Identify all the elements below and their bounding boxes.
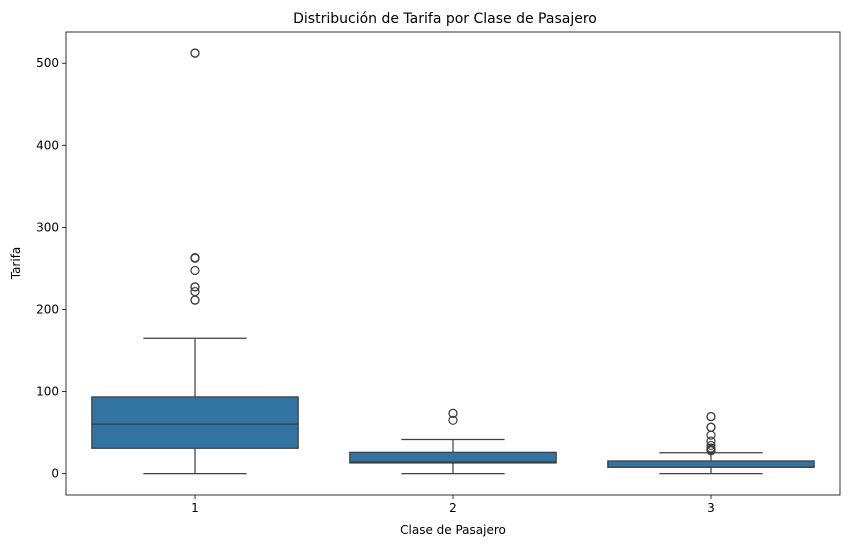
box-group-3 — [607, 411, 815, 475]
outlier-point — [190, 265, 200, 276]
x-tick-label: 1 — [191, 501, 199, 515]
outlier-point — [706, 422, 716, 432]
box-group-1 — [91, 48, 299, 475]
outlier-point — [448, 415, 458, 425]
y-tick-label: 400 — [36, 138, 59, 152]
outlier-point — [190, 282, 200, 292]
x-axis-label: Clase de Pasajero — [400, 523, 506, 537]
outlier-point — [190, 286, 200, 297]
x-tick-label: 3 — [707, 501, 715, 515]
outlier-point — [706, 430, 716, 440]
outlier-point — [190, 48, 200, 58]
outlier-point — [706, 443, 716, 453]
y-axis-label: Tarifa — [9, 247, 23, 281]
y-axis: 0 100 200 300 400 500 — [36, 56, 66, 481]
outlier-point — [706, 436, 716, 446]
chart-title: Distribución de Tarifa por Clase de Pasa… — [293, 11, 597, 27]
box-group-2 — [349, 408, 557, 475]
x-tick-label: 2 — [449, 501, 457, 515]
outlier-point — [706, 411, 716, 422]
y-tick-label: 300 — [36, 220, 59, 234]
iqr-box — [349, 451, 557, 464]
outlier-point — [706, 440, 716, 451]
y-tick-label: 200 — [36, 302, 59, 316]
y-tick-label: 100 — [36, 385, 59, 399]
iqr-box — [91, 396, 299, 449]
iqr-box — [607, 460, 815, 468]
y-tick-label: 500 — [36, 56, 59, 70]
outlier-point — [190, 253, 200, 263]
boxes-layer — [91, 48, 815, 475]
outlier-point — [190, 295, 200, 305]
y-tick-label: 0 — [51, 467, 59, 481]
outlier-point — [448, 408, 458, 418]
x-axis: 1 2 3 — [191, 495, 715, 515]
